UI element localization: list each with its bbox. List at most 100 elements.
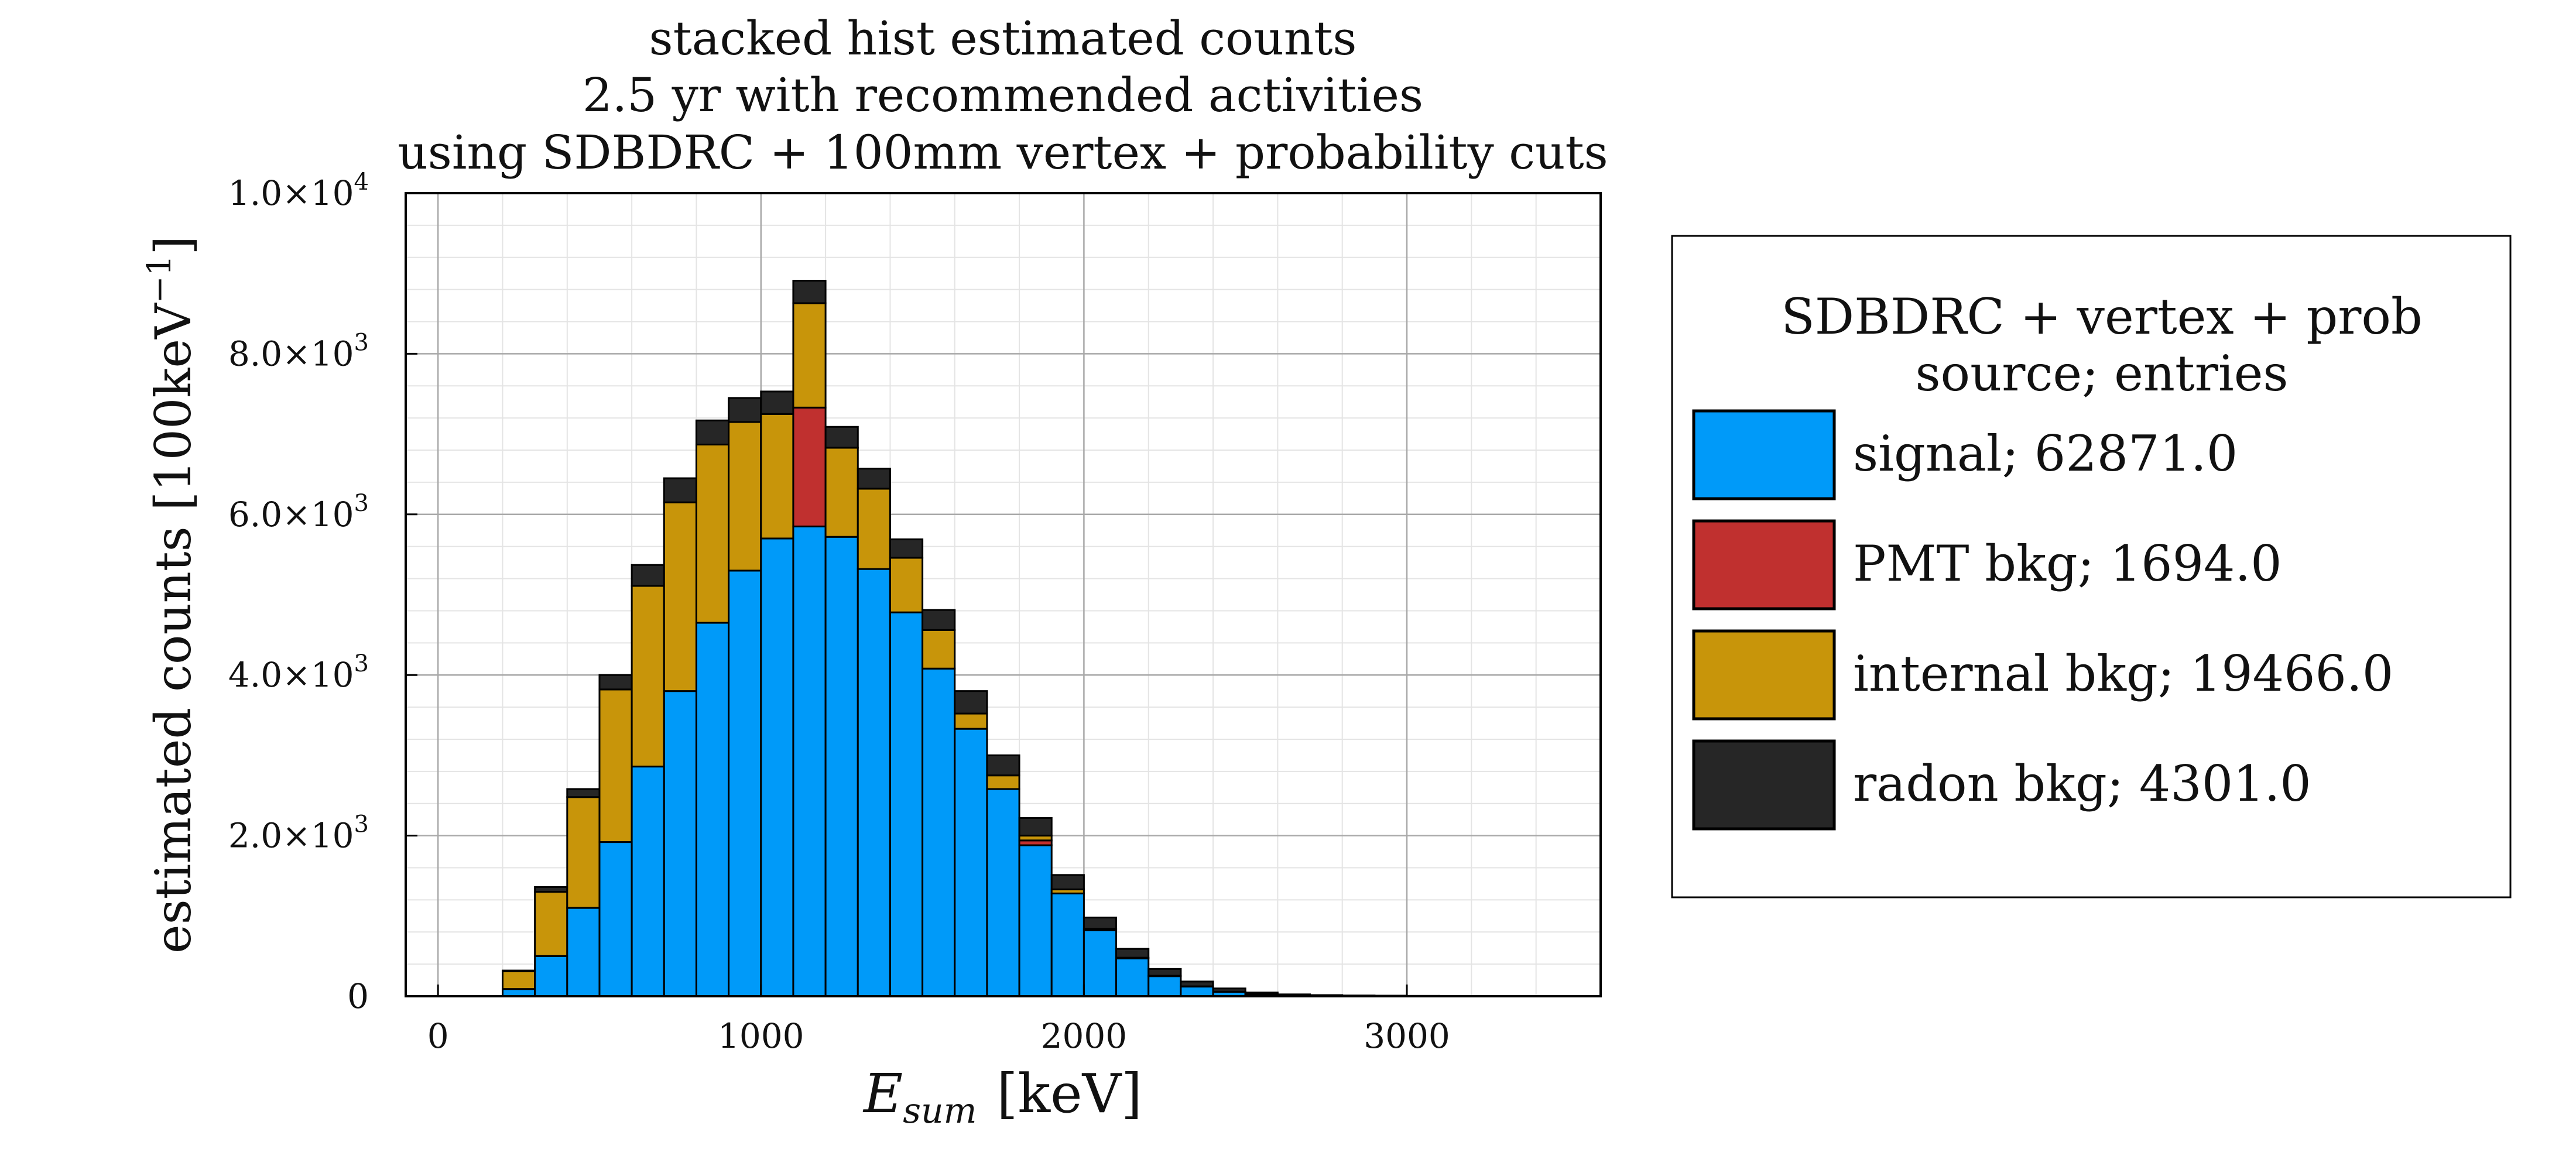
bar-segment-series-3 xyxy=(1084,918,1116,929)
bar-segment-series-3 xyxy=(600,675,632,690)
bar-segment-series-0 xyxy=(923,668,955,996)
bar-segment-series-0 xyxy=(1149,976,1181,996)
bar-segment-series-3 xyxy=(923,610,955,630)
y-tick-label-mantissa: 1.0×10 xyxy=(228,173,354,213)
y-tick-label-exponent: 3 xyxy=(354,329,369,356)
bar-segment-series-3 xyxy=(696,420,728,444)
y-tick-label-exponent: 3 xyxy=(354,811,369,838)
x-axis-label-sub: sum xyxy=(903,1090,977,1131)
x-tick-label: 1000 xyxy=(718,1016,804,1056)
title-line-2: 2.5 yr with recommended activities xyxy=(583,68,1423,122)
bar-segment-series-0 xyxy=(1116,959,1149,996)
bar-segment-series-0 xyxy=(793,526,825,996)
bar-segment-series-2 xyxy=(729,422,761,571)
legend-label-2: internal bkg; 19466.0 xyxy=(1853,645,2393,702)
bar-segment-series-0 xyxy=(1084,930,1116,996)
legend-swatch-2 xyxy=(1694,631,1834,719)
bar-segment-series-3 xyxy=(858,469,890,489)
legend-swatch-0 xyxy=(1694,411,1834,499)
bar-segment-series-3 xyxy=(1213,989,1245,992)
y-tick-label-mantissa: 0 xyxy=(347,976,369,1016)
bar-segment-series-0 xyxy=(664,691,696,996)
y-tick-label: 0 xyxy=(347,976,369,1016)
bar-segment-series-2 xyxy=(890,558,922,612)
bar-segment-series-3 xyxy=(761,392,793,414)
legend-label-0: signal; 62871.0 xyxy=(1853,425,2238,482)
bar-segment-series-3 xyxy=(567,789,600,797)
bar-segment-series-3 xyxy=(955,691,987,714)
bar-segment-series-0 xyxy=(567,908,600,996)
y-axis-label: estimated counts [100keV−1] xyxy=(141,236,202,954)
bar-segment-series-3 xyxy=(1019,818,1051,835)
bar-segment-series-0 xyxy=(696,623,728,996)
y-tick-label-mantissa: 4.0×10 xyxy=(228,655,354,695)
y-axis-label-exp: −1 xyxy=(141,255,179,304)
bar-segment-series-2 xyxy=(793,303,825,407)
y-tick-label: 8.0×103 xyxy=(228,329,369,373)
y-tick-label-exponent: 4 xyxy=(354,169,369,196)
x-tick-label: 0 xyxy=(427,1016,449,1056)
bar-segment-series-2 xyxy=(600,690,632,842)
bar-segment-series-0 xyxy=(987,789,1019,996)
title-line-1: stacked hist estimated counts xyxy=(649,11,1357,66)
y-tick-label-mantissa: 2.0×10 xyxy=(228,816,354,856)
bar-segment-series-2 xyxy=(761,414,793,539)
bar-segment-series-2 xyxy=(987,776,1019,789)
x-tick-label: 3000 xyxy=(1364,1016,1450,1056)
bar-segment-series-3 xyxy=(1149,969,1181,976)
bar-segment-series-3 xyxy=(502,970,535,971)
y-tick-label: 6.0×103 xyxy=(228,490,369,534)
bar-segment-series-2 xyxy=(696,444,728,623)
bar-segment-series-0 xyxy=(600,842,632,996)
bar-segment-series-0 xyxy=(955,729,987,996)
bar-segment-series-3 xyxy=(890,539,922,558)
bar-segment-series-2 xyxy=(955,714,987,729)
bar-segment-series-3 xyxy=(987,755,1019,775)
bar-segment-series-3 xyxy=(729,398,761,422)
bar-segment-series-2 xyxy=(664,502,696,691)
bar-segment-series-2 xyxy=(923,630,955,668)
bar-segment-series-3 xyxy=(1116,949,1149,958)
bar-segment-series-2 xyxy=(535,892,567,956)
bar-segment-series-3 xyxy=(664,478,696,502)
legend-label-3: radon bkg; 4301.0 xyxy=(1853,755,2311,812)
bar-segment-series-2 xyxy=(567,797,600,908)
bar-segment-series-3 xyxy=(632,565,664,586)
y-tick-label-exponent: 3 xyxy=(354,490,369,517)
bar-segment-series-3 xyxy=(793,281,825,303)
bar-segment-series-3 xyxy=(535,887,567,891)
chart-title: stacked hist estimated counts 2.5 yr wit… xyxy=(398,11,1608,180)
bar-segment-series-0 xyxy=(632,767,664,996)
bar-segment-series-0 xyxy=(1181,987,1213,996)
x-tick-labels: 0 1000 2000 3000 xyxy=(427,1016,1450,1056)
legend-swatch-3 xyxy=(1694,741,1834,829)
bar-segment-series-1 xyxy=(793,407,825,526)
x-axis-label-main: E xyxy=(862,1062,903,1125)
y-tick-label: 4.0×103 xyxy=(228,650,369,695)
bar-segment-series-3 xyxy=(1245,993,1277,994)
bar-segment-series-0 xyxy=(1019,845,1051,996)
bar-segment-series-0 xyxy=(825,537,858,996)
x-axis-label: Esum[keV] xyxy=(862,1062,1142,1131)
bar-segment-series-0 xyxy=(729,571,761,996)
bar-segment-series-0 xyxy=(890,612,922,996)
x-tick-label: 2000 xyxy=(1041,1016,1128,1056)
y-tick-label-mantissa: 6.0×10 xyxy=(228,495,354,534)
bar-segment-series-3 xyxy=(825,427,858,448)
legend-swatch-1 xyxy=(1694,521,1834,609)
y-tick-label: 2.0×103 xyxy=(228,811,369,856)
legend-title-line-2: source; entries xyxy=(1915,345,2288,402)
bar-segment-series-2 xyxy=(502,971,535,989)
bar-segment-series-0 xyxy=(1051,893,1084,996)
bar-segment-series-3 xyxy=(1051,875,1084,890)
bar-segment-series-2 xyxy=(632,586,664,767)
y-tick-label: 1.0×104 xyxy=(228,169,369,213)
bar-segment-series-0 xyxy=(858,569,890,996)
y-axis-label-main: estimated counts [100keV xyxy=(145,303,202,954)
bar-segment-series-2 xyxy=(858,489,890,569)
legend: SDBDRC + vertex + prob source; entries s… xyxy=(1672,236,2510,897)
bar-segment-series-2 xyxy=(825,448,858,537)
